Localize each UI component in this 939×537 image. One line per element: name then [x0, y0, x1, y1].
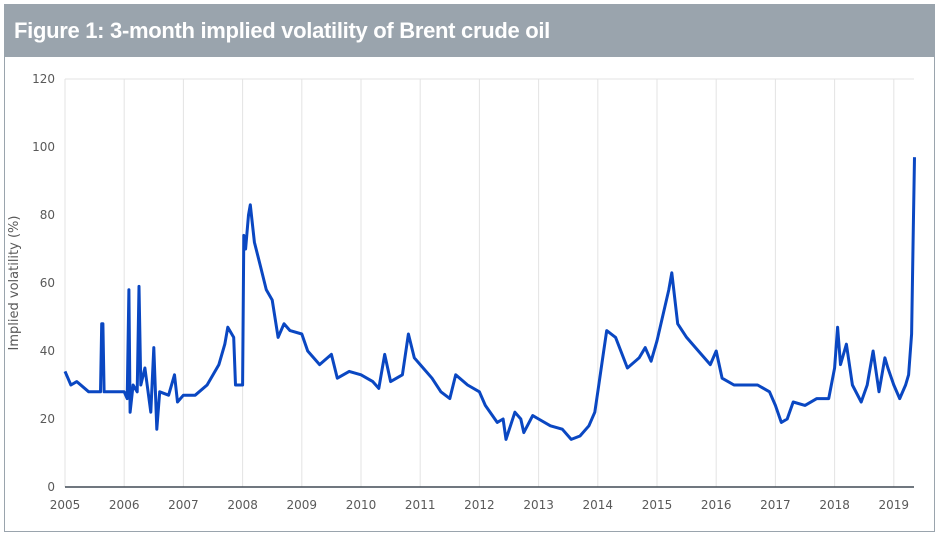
x-tick-label: 2008 [227, 498, 258, 512]
x-tick-label: 2019 [879, 498, 910, 512]
y-tick-label: 0 [47, 480, 55, 494]
x-tick-label: 2006 [109, 498, 140, 512]
y-tick-label: 60 [40, 276, 55, 290]
x-tick-label: 2018 [819, 498, 850, 512]
x-tick-label: 2013 [523, 498, 554, 512]
x-tick-label: 2016 [701, 498, 732, 512]
y-axis-label: Implied volatility (%) [7, 216, 22, 351]
figure-header: Figure 1: 3-month implied volatility of … [5, 5, 934, 57]
x-tick-label: 2014 [583, 498, 614, 512]
x-tick-label: 2007 [168, 498, 199, 512]
x-tick-label: 2009 [287, 498, 318, 512]
x-tick-label: 2015 [642, 498, 673, 512]
series-line [63, 157, 916, 441]
figure-frame: Figure 1: 3-month implied volatility of … [4, 4, 935, 532]
x-tick-label: 2005 [50, 498, 81, 512]
figure-title: Figure 1: 3-month implied volatility of … [14, 18, 550, 43]
y-tick-label: 20 [40, 412, 55, 426]
x-tick-label: 2011 [405, 498, 436, 512]
y-tick-label: 40 [40, 344, 55, 358]
x-tick-label: 2010 [346, 498, 377, 512]
y-tick-label: 100 [32, 140, 55, 154]
x-tick-label: 2012 [464, 498, 495, 512]
line-chart: 2005 2006 2007 2008 2009 2010 2011 2012 2013 2014… [7, 72, 916, 512]
y-tick-label: 80 [40, 208, 55, 222]
y-tick-label: 120 [32, 72, 55, 86]
x-tick-label: 2017 [760, 498, 791, 512]
